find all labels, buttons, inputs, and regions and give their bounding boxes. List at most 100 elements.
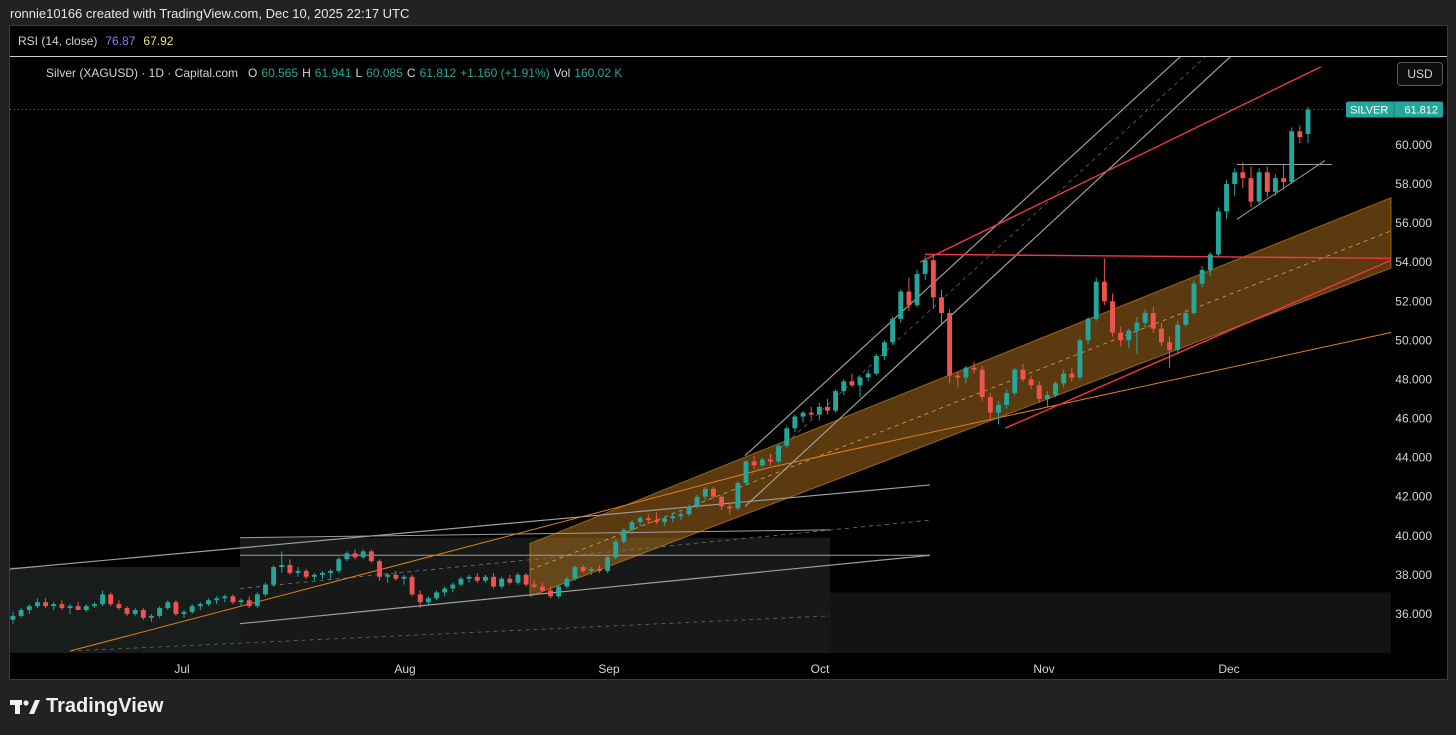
channel-midline <box>529 230 1392 571</box>
candle-up <box>792 416 798 429</box>
candle-up <box>83 606 89 611</box>
candle-up <box>360 551 366 558</box>
candle-down <box>825 406 830 411</box>
candle-up <box>873 355 879 374</box>
candle-down <box>1150 312 1156 329</box>
candle-down <box>751 461 757 466</box>
candle-down <box>368 551 374 562</box>
symbol-name[interactable]: Silver (XAGUSD) · 1D · Capital.com <box>46 66 239 80</box>
candle-down <box>1101 281 1107 302</box>
candle-up <box>181 611 187 614</box>
candle-up <box>271 567 277 585</box>
candle-down <box>59 604 65 609</box>
candle-up <box>1289 131 1295 183</box>
candle-down <box>140 610 146 618</box>
candle-up <box>26 606 32 611</box>
candle-down <box>417 594 423 603</box>
candle-up <box>572 567 578 579</box>
candle-down <box>393 574 399 579</box>
tradingview-logo[interactable]: TradingView <box>10 695 163 718</box>
currency-button[interactable]: USD <box>1397 62 1443 86</box>
candle-up <box>263 584 268 595</box>
candle-down <box>1281 178 1287 183</box>
candle-down <box>409 576 415 595</box>
gray-channel-line <box>239 529 831 539</box>
candle-up <box>157 608 163 616</box>
steep-channel-line <box>744 57 1231 507</box>
candle-up <box>1305 109 1311 134</box>
candle-up <box>816 406 822 415</box>
rsi-ma-value: 67.92 <box>143 34 174 48</box>
y-axis-label: 52.000 <box>1395 294 1432 308</box>
candle-up <box>189 606 195 612</box>
candle-up <box>100 594 106 605</box>
candle-up <box>1044 395 1050 399</box>
red-support-line <box>1004 259 1392 429</box>
price-chart[interactable]: 60.000 58.000 56.000 54.000 52.000 50.000 48.0… <box>10 57 1447 679</box>
y-axis-label: 44.000 <box>1395 451 1432 465</box>
candle-down <box>523 574 529 585</box>
red-horizontal-line <box>924 253 1392 259</box>
candle-down <box>539 586 545 591</box>
candle-up <box>482 576 488 581</box>
x-axis-label: Jul <box>174 662 189 676</box>
candle-up <box>1004 393 1010 405</box>
candle-up <box>759 459 765 466</box>
candle-down <box>1118 332 1124 341</box>
candle-down <box>507 578 513 583</box>
candle-up <box>922 260 928 274</box>
volume-label: Vol <box>553 66 571 80</box>
candle-down <box>491 576 496 587</box>
price-tag-value: 61.812 <box>1404 105 1438 117</box>
range-box <box>830 592 1391 653</box>
candle-down <box>808 412 814 415</box>
candle-down <box>75 606 81 611</box>
candle-down <box>768 459 773 462</box>
candle-down <box>596 568 602 571</box>
candle-up <box>996 404 1001 413</box>
candle-down <box>710 488 716 497</box>
candle-up <box>800 412 806 417</box>
candle-down <box>947 312 953 376</box>
y-axis-label: 48.000 <box>1395 372 1432 386</box>
candle-up <box>621 529 627 542</box>
candle-down <box>352 553 358 558</box>
candle-up <box>857 377 863 386</box>
candle-up <box>442 588 448 593</box>
rsi-value: 76.87 <box>105 34 136 48</box>
candle-up <box>1191 283 1197 313</box>
rsi-label: RSI (14, close) <box>18 34 98 48</box>
candle-up <box>401 576 407 579</box>
candle-down <box>849 381 855 386</box>
candle-down <box>1020 369 1026 380</box>
candle-down <box>971 367 977 370</box>
candle-up <box>556 586 562 597</box>
rsi-header[interactable]: RSI (14, close) 76.87 67.92 <box>10 26 1447 57</box>
chart-frame[interactable]: RSI (14, close) 76.87 67.92 Silver (XAGU… <box>9 25 1448 680</box>
candle-down <box>906 291 912 306</box>
gray-channel-midline <box>239 519 931 589</box>
low-label: L <box>355 66 363 80</box>
candle-down <box>303 570 309 577</box>
candle-down <box>287 565 293 573</box>
candle-up <box>149 615 154 618</box>
y-axis-label: 42.000 <box>1395 490 1432 504</box>
candle-down <box>1297 131 1303 138</box>
range-box <box>240 537 830 653</box>
candle-up <box>914 273 920 306</box>
candle-down <box>377 561 382 577</box>
candle-up <box>1207 254 1213 270</box>
candle-up <box>1183 312 1189 325</box>
candle-down <box>939 297 944 313</box>
candle-up <box>1142 312 1148 323</box>
candle-down <box>930 260 936 298</box>
candle-up <box>1077 340 1083 378</box>
candle-up <box>1134 322 1140 331</box>
candle-down <box>124 608 130 614</box>
high-label: H <box>302 66 311 80</box>
candle-up <box>735 482 741 509</box>
candle-up <box>743 461 749 483</box>
candle-up <box>222 596 228 599</box>
candle-down <box>727 506 733 509</box>
candle-up <box>1061 373 1067 384</box>
